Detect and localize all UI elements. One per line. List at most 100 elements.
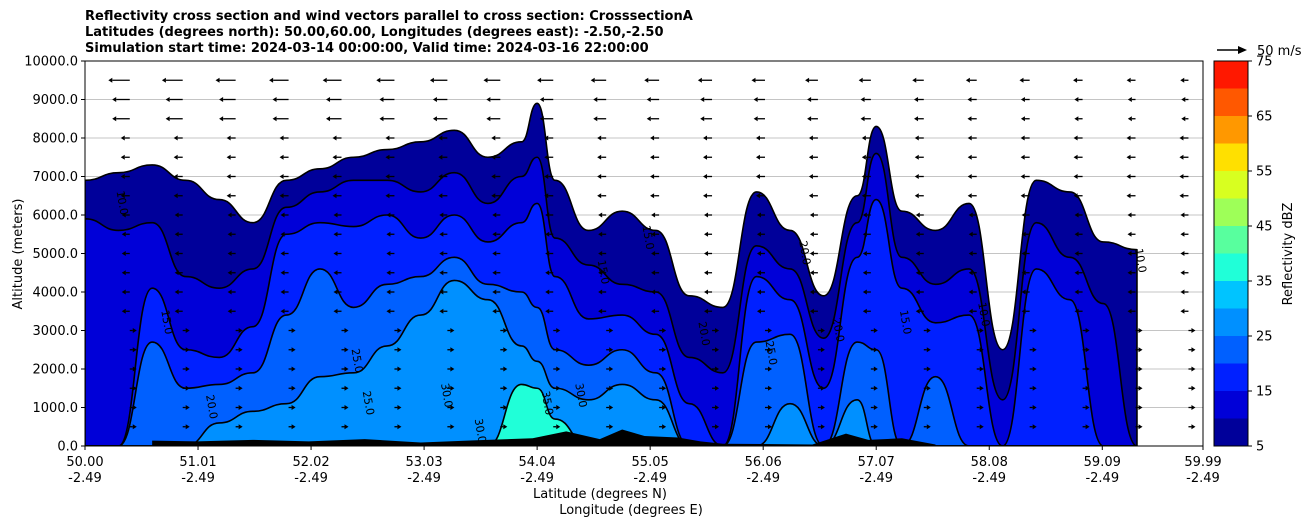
wind-vector-head — [279, 135, 284, 141]
wind-vector-head — [386, 251, 391, 256]
wind-vector-head — [185, 424, 190, 430]
wind-vector-head — [227, 251, 232, 256]
wind-vector-head — [492, 308, 497, 314]
wind-vector-head — [1073, 135, 1078, 141]
wind-vector-head — [662, 405, 667, 410]
contour-label: 15.0 — [639, 224, 656, 250]
wind-vector-head — [174, 251, 179, 256]
contour-label: 15.0 — [158, 309, 175, 335]
contour-label: 10.0 — [975, 301, 992, 327]
wind-vector-head — [238, 405, 243, 410]
wind-vector-head — [492, 251, 497, 256]
y-tick-label: 7000.0 — [33, 170, 79, 185]
wind-vector-head — [767, 366, 772, 372]
wind-vector-head — [291, 424, 296, 430]
wind-vector-head — [914, 174, 919, 179]
wind-key-label: 50 m/s — [1257, 44, 1302, 59]
wind-vector-head — [598, 231, 603, 237]
wind-vector-head — [1020, 116, 1025, 122]
wind-vector-head — [121, 231, 126, 237]
wind-vector-head — [332, 174, 337, 179]
wind-vector-head — [873, 347, 878, 353]
y-tick-label: 6000.0 — [33, 209, 79, 224]
wind-vector-head — [703, 193, 708, 199]
wind-vector-head — [386, 270, 391, 276]
wind-vector-head — [173, 135, 178, 141]
wind-vector-head — [1126, 154, 1131, 160]
wind-vector-head — [862, 212, 867, 218]
wind-vector-head — [861, 135, 866, 141]
wind-vector-head — [756, 289, 761, 295]
y-tick-label: 9000.0 — [33, 93, 79, 108]
x-tick-label-lat: 55.05 — [632, 455, 669, 470]
wind-vector-head — [755, 174, 760, 179]
wind-vector-head — [644, 77, 649, 83]
wind-vector-head — [439, 308, 444, 314]
wind-vector-head — [753, 97, 758, 102]
wind-vector-head — [385, 174, 390, 179]
wind-vector-head — [344, 366, 349, 372]
wind-vector-head — [226, 193, 231, 199]
wind-vector-head — [544, 154, 549, 160]
wind-vector-head — [597, 193, 602, 199]
wind-vector-head — [598, 270, 603, 276]
contour-label: 35.0 — [539, 390, 556, 416]
y-tick-label: 10000.0 — [24, 55, 78, 70]
wind-vector-head — [967, 116, 972, 122]
y-axis-label: Altitude (meters) — [11, 199, 26, 310]
wind-vector-head — [492, 212, 497, 218]
wind-vector-head — [344, 347, 349, 353]
colorbar-segment — [1214, 226, 1248, 254]
x-tick-label-lon: -2.49 — [1085, 471, 1119, 486]
wind-vector-head — [132, 424, 137, 430]
wind-vector-head — [226, 135, 231, 141]
wind-vector-head — [173, 193, 178, 199]
wind-key-arrowhead — [1238, 46, 1247, 54]
wind-vector-head — [556, 424, 561, 430]
wind-vector-head — [862, 270, 867, 276]
wind-vector-head — [1127, 251, 1132, 256]
wind-vector-head — [185, 328, 190, 333]
wind-vector-head — [439, 289, 444, 295]
wind-vector-head — [120, 154, 125, 160]
wind-vector-head — [544, 135, 549, 141]
wind-vector-head — [1074, 308, 1079, 314]
colorbar-segment — [1214, 281, 1248, 309]
wind-vector-head — [873, 328, 878, 333]
contour-label: 10.0 — [1132, 247, 1149, 273]
wind-vector-head — [1085, 385, 1090, 391]
wind-vector-head — [1073, 77, 1078, 83]
wind-vector-head — [1020, 154, 1025, 160]
contour-label: 25.0 — [349, 347, 366, 373]
wind-vector-head — [556, 328, 561, 333]
wind-vector-head — [1180, 308, 1185, 314]
wind-vector-head — [862, 251, 867, 256]
contour-label: 20.0 — [695, 321, 712, 347]
colorbar-tick-label: 25 — [1256, 330, 1273, 345]
wind-vector-head — [597, 174, 602, 179]
wind-vector-head — [385, 154, 390, 160]
wind-vector-head — [873, 405, 878, 410]
wind-vector-head — [545, 308, 550, 314]
wind-vector-head — [1021, 308, 1026, 314]
wind-vector-head — [593, 116, 598, 122]
wind-vector-head — [450, 366, 455, 372]
wind-vector-head — [703, 154, 708, 160]
wind-vector-head — [598, 289, 603, 295]
wind-vector-head — [379, 116, 384, 122]
wind-vector-head — [450, 328, 455, 333]
wind-vector-head — [1074, 289, 1079, 295]
contour-labels: 10.015.020.025.025.0 30.030.035.0 30.020.0… — [113, 190, 1148, 444]
wind-vector-head — [809, 308, 814, 314]
colorbar-label: Reflectivity dBZ — [1281, 203, 1296, 306]
colorbar-segment — [1214, 253, 1248, 281]
wind-vector-head — [344, 385, 349, 391]
contour-label: 30.0 — [572, 382, 589, 408]
x-tick-label-lon: -2.49 — [633, 471, 667, 486]
wind-vector-head — [1074, 212, 1079, 218]
wind-vector-head — [279, 154, 284, 160]
x-tick-label-lat: 57.07 — [858, 455, 895, 470]
wind-vector-head — [1180, 289, 1185, 295]
wind-vector-head — [593, 97, 598, 102]
wind-vector-head — [662, 385, 667, 391]
